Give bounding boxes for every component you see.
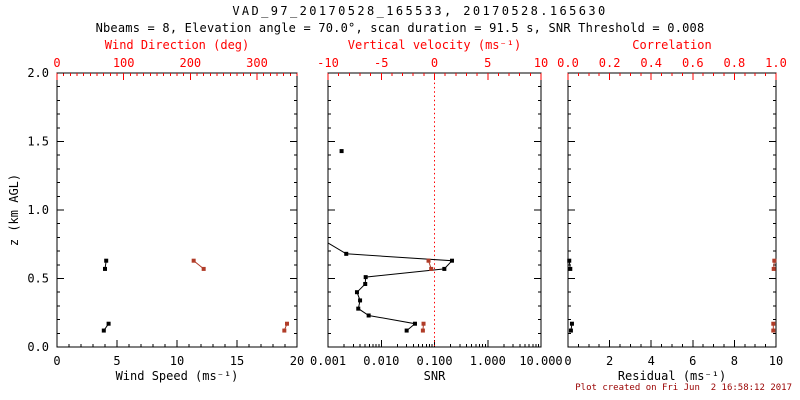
series-vertical-velocity [420,258,434,333]
axis-ticks [56,72,298,348]
snr-point [404,328,409,333]
wind-direction-point [191,258,196,263]
residual-point [569,321,574,326]
tick-label: 1.000 [470,354,506,368]
snr-point [363,281,368,286]
wind-direction-point [201,266,206,271]
axis-title-residual: Residual (ms⁻¹) [617,369,727,383]
snr-point [358,298,363,303]
correlation-point [772,258,777,263]
wind-direction-point [282,328,287,333]
tick-label: 0 [53,56,60,70]
correlation-point [771,321,776,326]
tick-label: 0.100 [416,354,452,368]
tick-label: 20 [290,354,304,368]
tick-label: 0 [431,56,438,70]
tick-label: 10.000 [519,354,562,368]
vertical-velocity-point [421,321,426,326]
axis-title-correlation: Correlation [632,38,712,52]
wind-speed-point [104,258,109,263]
axis-ticks [567,72,777,348]
tick-label: 0.6 [682,56,704,70]
tick-label: 0.4 [640,56,662,70]
tick-label: 10 [170,354,184,368]
tick-label: 0 [564,354,571,368]
tick-label: 2.0 [27,66,49,80]
wind-speed-point [106,321,111,326]
series-correlation [771,258,777,333]
snr-point [412,321,417,326]
plot-frame [56,72,298,348]
wind-speed-point [103,266,107,271]
tick-label: 0.0 [27,340,49,354]
tick-label: 2 [606,354,613,368]
tick-label: 8 [731,354,738,368]
tick-label: 100 [113,56,135,70]
snr-point [356,306,361,311]
tick-label: 1.0 [765,56,787,70]
tick-label: 0.5 [27,272,49,286]
tick-label: 5 [113,354,120,368]
tick-label: 15 [230,354,244,368]
tick-label: 10 [769,354,783,368]
tick-label: 5 [484,56,491,70]
tick-label: -10 [317,56,339,70]
tick-label: 1.5 [27,135,49,149]
vertical-velocity-point [420,328,425,333]
tick-label: 4 [648,354,655,368]
axis-title-height-agl: z (km AGL) [7,173,21,247]
correlation-point [771,266,776,271]
series-wind-speed [101,258,111,333]
wind-direction-point [285,321,289,326]
tick-label: -5 [374,56,388,70]
residual-point [567,258,572,263]
snr-point [354,290,359,295]
tick-label: 10 [534,56,548,70]
tick-label: 0.001 [310,354,346,368]
axis-title-vertical-velocity: Vertical velocity (ms⁻¹) [347,38,522,52]
wind-speed-point [101,328,106,333]
axis-title-wind-direction: Wind Direction (deg) [104,38,250,52]
series-residual [567,258,574,333]
vertical-velocity-point [426,258,431,263]
tick-label: 1.0 [27,203,49,217]
tick-label: 300 [246,56,268,70]
tick-label: 0.8 [724,56,746,70]
correlation-point [771,328,776,333]
series-snr [327,149,454,333]
snr-point [442,266,447,271]
plot-subtitle: Nbeams = 8, Elevation angle = 70.0°, sca… [95,21,705,35]
snr-point [366,313,371,318]
plot-created-timestamp: Plot created on Fri Jun 2 16:58:12 2017 [575,383,792,393]
axis-ticks [327,72,542,348]
panel-residual-correlation: 0 2 4 6 8 10 0.0 0.2 0.4 0.6 0.8 1.0 [557,56,787,368]
snr-point [449,258,454,263]
axis-title-snr: SNR [423,369,446,383]
residual-point [568,328,573,333]
series-wind-direction [191,258,289,333]
plot-frame [567,72,777,348]
tick-label: 0.010 [363,354,399,368]
snr-point [363,275,368,280]
snr-line [327,242,454,331]
vertical-velocity-point [429,266,434,271]
tick-label: 0.2 [599,56,621,70]
tick-label: 200 [179,56,201,70]
tick-label: 6 [689,354,696,368]
plot-title: VAD_97_20170528_165533, 20170528.165630 [232,4,608,18]
tick-label: 0.0 [557,56,579,70]
residual-point [568,266,573,271]
axis-title-wind-speed: Wind Speed (ms⁻¹) [115,369,239,383]
snr-point [344,251,349,256]
snr-point [339,149,344,154]
tick-label: 0 [53,354,60,368]
panel-snr-vertical-velocity: 0.001 0.010 0.100 1.000 10.000 -10 -5 0 5 10 [310,56,563,368]
